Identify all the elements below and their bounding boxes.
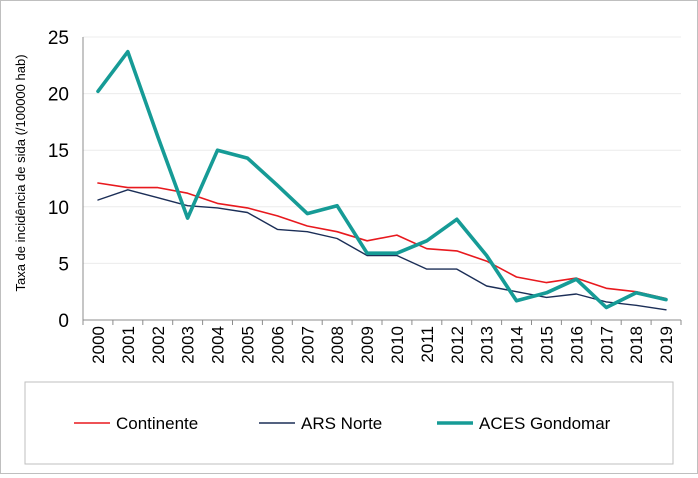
- series-line-continente: [97, 182, 667, 300]
- x-tick-label: 2009: [358, 326, 377, 364]
- x-tick-label: 2019: [657, 326, 676, 364]
- y-tick-label: 15: [48, 141, 69, 162]
- x-tick-label: 2002: [149, 326, 168, 364]
- x-tick-label: 2011: [418, 326, 437, 363]
- y-tick-label: 10: [48, 198, 69, 219]
- legend-item: ACES Gondomar: [437, 414, 611, 433]
- x-tick-label: 2016: [567, 326, 586, 364]
- x-tick-label: 2006: [268, 326, 287, 364]
- legend-box: [24, 381, 674, 465]
- x-tick-label: 2005: [238, 326, 257, 364]
- legend: Continente ARS Norte ACES Gondomar: [74, 414, 611, 433]
- y-tick-label: 0: [58, 311, 69, 332]
- y-axis-ticks: 0 5 10 15 20 25: [48, 28, 69, 332]
- x-tick-label: 2014: [508, 326, 527, 364]
- series-line-aces-gondomar: [96, 49, 668, 310]
- x-tick-label: 2000: [89, 326, 108, 364]
- x-tick-label: 2015: [537, 326, 556, 364]
- x-tick-label: 2001: [119, 326, 138, 364]
- gridlines: [83, 36, 681, 264]
- x-tick-label: 2007: [298, 326, 317, 364]
- y-tick-label: 25: [48, 28, 69, 49]
- x-tick-label: 2017: [597, 326, 616, 364]
- x-axis-ticks: 2000 2001 2002 2003 2004 2005 2006 2007 2008 2009…: [89, 326, 676, 364]
- x-tick-label: 2010: [388, 326, 407, 364]
- y-tick-label: 20: [48, 85, 69, 106]
- legend-label: ACES Gondomar: [479, 414, 611, 433]
- x-tick-label: 2018: [627, 326, 646, 364]
- legend-label: ARS Norte: [301, 414, 382, 433]
- y-tick-label: 5: [58, 254, 69, 275]
- legend-item: Continente: [74, 414, 198, 433]
- x-tick-label: 2008: [328, 326, 347, 364]
- x-tick-label: 2012: [448, 326, 467, 364]
- x-tick-label: 2013: [478, 326, 497, 364]
- axes: [82, 37, 682, 325]
- series-lines: [96, 49, 668, 311]
- legend-label: Continente: [116, 414, 198, 433]
- y-axis-label: Taxa de incidência de sida (/100000 hab): [13, 54, 28, 291]
- legend-item: ARS Norte: [259, 414, 382, 433]
- x-tick-label: 2003: [179, 326, 198, 364]
- x-tick-label: 2004: [209, 326, 228, 364]
